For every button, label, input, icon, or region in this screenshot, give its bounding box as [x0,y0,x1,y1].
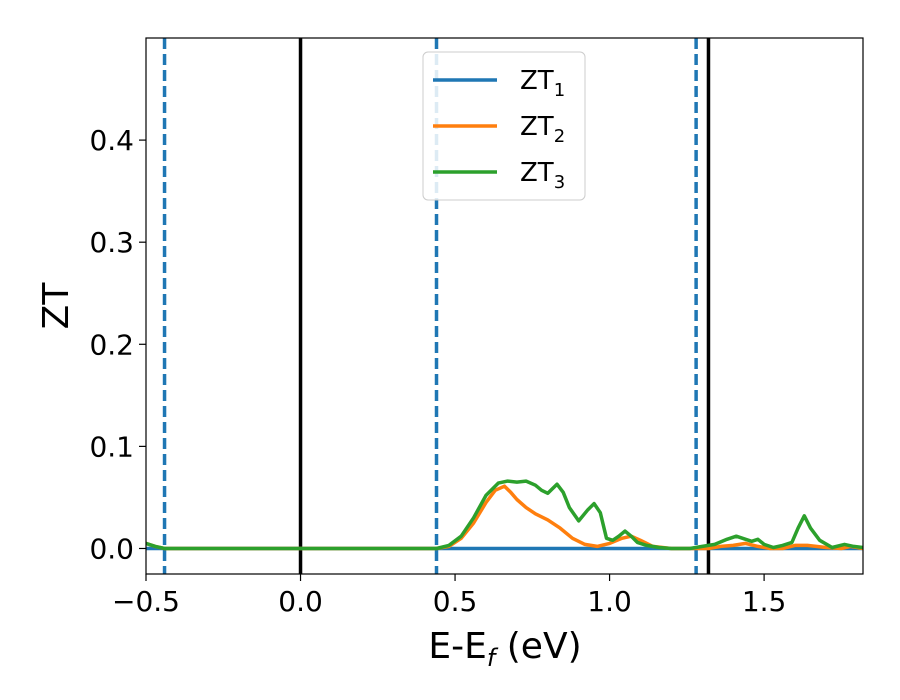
y-tick-label: 0.4 [89,124,134,157]
legend-box [422,51,586,201]
legend-label-2: ZT2 [520,112,565,147]
y-axis: 0.0 0.1 0.2 0.3 0.4 [89,124,146,565]
y-tick-label: 0.1 [89,430,134,463]
legend: ZT1 ZT2 ZT3 [422,51,586,201]
legend-label-3: ZT3 [520,158,565,193]
x-tick-label: 1.5 [742,585,787,618]
x-tick-label: 0.5 [433,585,478,618]
legend-label-1: ZT1 [520,66,565,101]
x-axis-label: E-Ef (eV) [428,626,581,672]
x-tick-label: 0.0 [278,585,323,618]
series-lines [146,479,863,551]
y-tick-label: 0.0 [89,532,134,565]
series-line-3 [146,479,863,551]
y-axis-label: ZT [36,282,77,330]
x-axis: −0.5 0.0 0.5 1.0 1.5 [112,574,786,618]
x-tick-label: −0.5 [112,585,180,618]
plot-frame [145,37,864,575]
y-tick-label: 0.3 [89,226,134,259]
y-tick-label: 0.2 [89,328,134,361]
x-tick-label: 1.0 [587,585,632,618]
